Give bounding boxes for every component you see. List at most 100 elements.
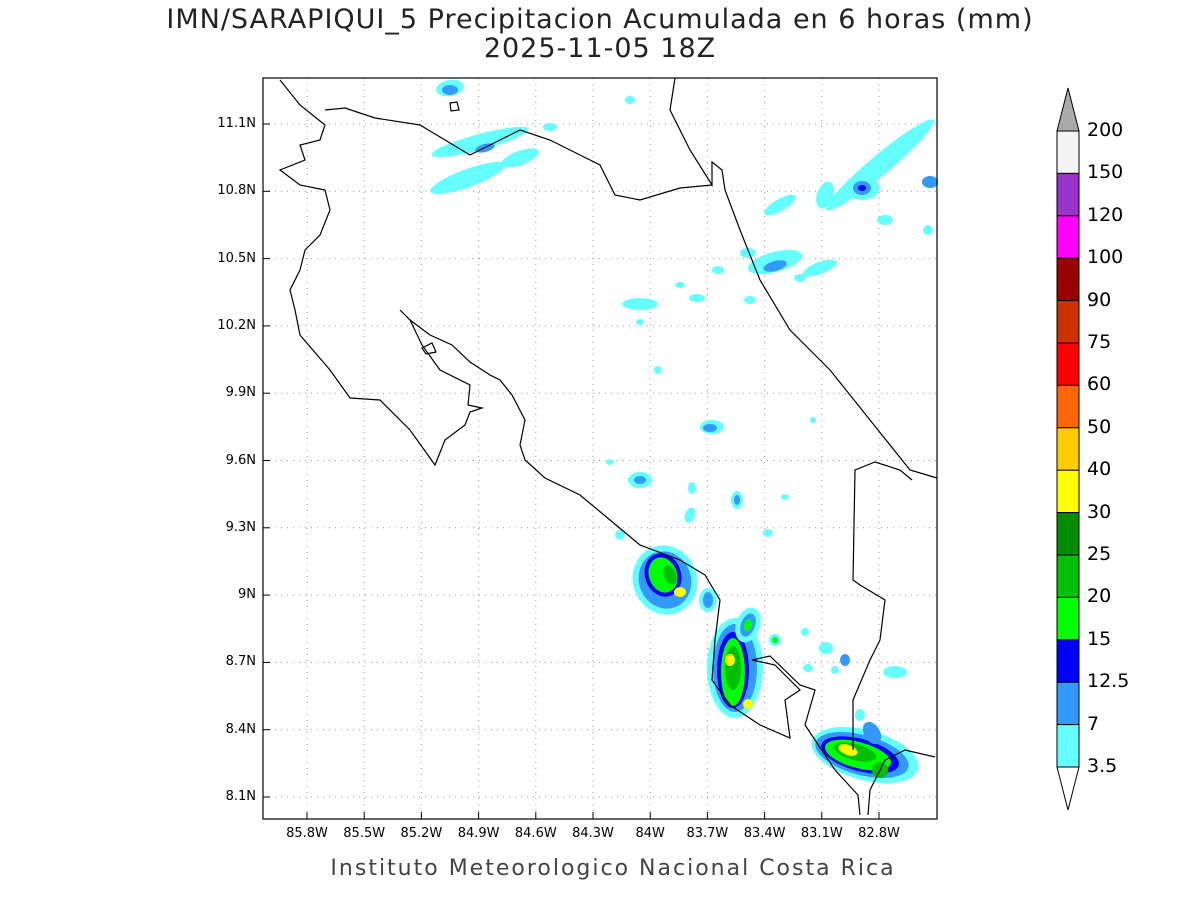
lon-label: 84.9W: [457, 826, 500, 841]
precip-cell: [743, 619, 753, 631]
precip-cell: [674, 587, 686, 597]
colorbar-label: 120: [1087, 203, 1124, 226]
precip-cell: [840, 654, 850, 666]
footer-credit: Instituto Meteorologico Nacional Costa R…: [330, 856, 896, 881]
lon-label: 82.8W: [858, 826, 900, 841]
colorbar-label: 7: [1087, 712, 1100, 735]
precip-cell: [501, 148, 539, 168]
precip-cell: [654, 366, 662, 374]
colorbar-label: 150: [1087, 161, 1124, 184]
precip-cell: [801, 628, 809, 636]
colorbar-label: 75: [1087, 331, 1112, 353]
pacific-coast: [278, 79, 861, 816]
precipitation-field: [430, 79, 938, 784]
colorbar-label: 50: [1087, 415, 1112, 438]
precip-cell: [781, 494, 789, 500]
precip-cell: [622, 298, 658, 310]
precip-cell: [442, 85, 458, 95]
precip-cell: [794, 274, 806, 282]
precip-cell: [819, 642, 833, 654]
colorbar-swatch: [1056, 596, 1080, 641]
precip-cell: [923, 225, 933, 235]
colorbar-label: 40: [1087, 458, 1112, 481]
precip-cell: [763, 529, 773, 537]
precip-cell: [430, 161, 506, 195]
colorbar-swatch: [1056, 427, 1080, 471]
precip-cell: [922, 176, 938, 188]
caribbean-coast: [669, 77, 938, 479]
colorbar-swatch: [1056, 554, 1080, 598]
colorbar-over-arrow: [1056, 87, 1080, 132]
lon-label: 85.5W: [343, 826, 386, 841]
island: [449, 101, 460, 112]
precip-cell: [689, 294, 705, 302]
precip-cell: [625, 96, 635, 104]
lat-label: 8.7N: [225, 654, 256, 670]
precip-cell: [725, 646, 741, 690]
precip-cell: [712, 266, 724, 274]
precip-cell: [703, 592, 713, 608]
panama-border: [867, 749, 936, 816]
colorbar-label: 15: [1087, 627, 1112, 650]
lon-label: 85.8W: [286, 826, 328, 841]
colorbar-swatch: [1056, 512, 1080, 556]
colorbar-label: 25: [1087, 543, 1112, 565]
colorbar-swatch: [1056, 130, 1080, 174]
lon-label: 85.2W: [400, 826, 443, 841]
colorbar-swatch: [1056, 724, 1080, 768]
precip-cell: [636, 319, 644, 325]
nicaragua-border: [324, 107, 713, 201]
lat-label: 9.9N: [225, 385, 256, 401]
precip-cell: [734, 495, 740, 505]
lat-label: 9N: [238, 587, 256, 603]
precip-cell: [675, 282, 685, 288]
precip-cell: [725, 654, 735, 666]
lake-island: [421, 342, 437, 355]
colorbar-label: 3.5: [1087, 755, 1118, 777]
precip-cell: [825, 119, 935, 211]
colorbar-label: 12.5: [1087, 670, 1130, 693]
graticule: [263, 78, 937, 819]
colorbar-label: 90: [1087, 288, 1112, 311]
precip-cell: [431, 126, 529, 158]
lat-label: 10.2N: [217, 317, 256, 333]
precip-cell: [543, 123, 557, 131]
precip-cell: [810, 417, 816, 423]
precip-cell: [858, 185, 866, 191]
lon-label: 84.6W: [514, 826, 557, 841]
lon-label: 84W: [635, 826, 665, 841]
lon-label: 83.4W: [743, 826, 786, 841]
precip-cell: [663, 565, 677, 585]
colorbar-swatch: [1056, 172, 1080, 217]
precip-cell: [816, 181, 834, 209]
colorbar-swatch: [1056, 342, 1080, 386]
lat-label: 8.4N: [225, 721, 256, 737]
colorbar: [1056, 87, 1080, 811]
precip-cell: [634, 476, 646, 484]
colorbar-swatch: [1056, 639, 1080, 683]
lat-label: 9.6N: [225, 452, 256, 468]
precip-cell: [883, 666, 907, 678]
colorbar-label: 20: [1087, 585, 1112, 608]
precip-cell: [877, 215, 893, 225]
lat-label: 11.1N: [217, 116, 256, 131]
precip-cell: [764, 194, 796, 216]
colorbar-swatch: [1056, 257, 1080, 302]
lat-label: 9.3N: [225, 519, 256, 535]
precip-cell: [763, 260, 787, 272]
precip-cell: [862, 721, 882, 745]
panama-border-north: [852, 461, 913, 750]
colorbar-swatch: [1056, 681, 1080, 726]
precip-cell: [743, 699, 753, 709]
precip-cell: [740, 248, 756, 258]
colorbar-label: 100: [1087, 246, 1124, 269]
map-valid-time: 2025-11-05 18Z: [483, 33, 717, 64]
precip-cell: [803, 664, 813, 672]
lat-label: 10.8N: [217, 183, 256, 199]
colorbar-swatch: [1056, 384, 1080, 429]
lon-label: 84.3W: [572, 826, 614, 841]
colorbar-swatch: [1056, 469, 1080, 514]
colorbar-label: 30: [1087, 500, 1112, 523]
map-frame: [262, 77, 938, 820]
colorbar-swatch: [1056, 300, 1080, 344]
